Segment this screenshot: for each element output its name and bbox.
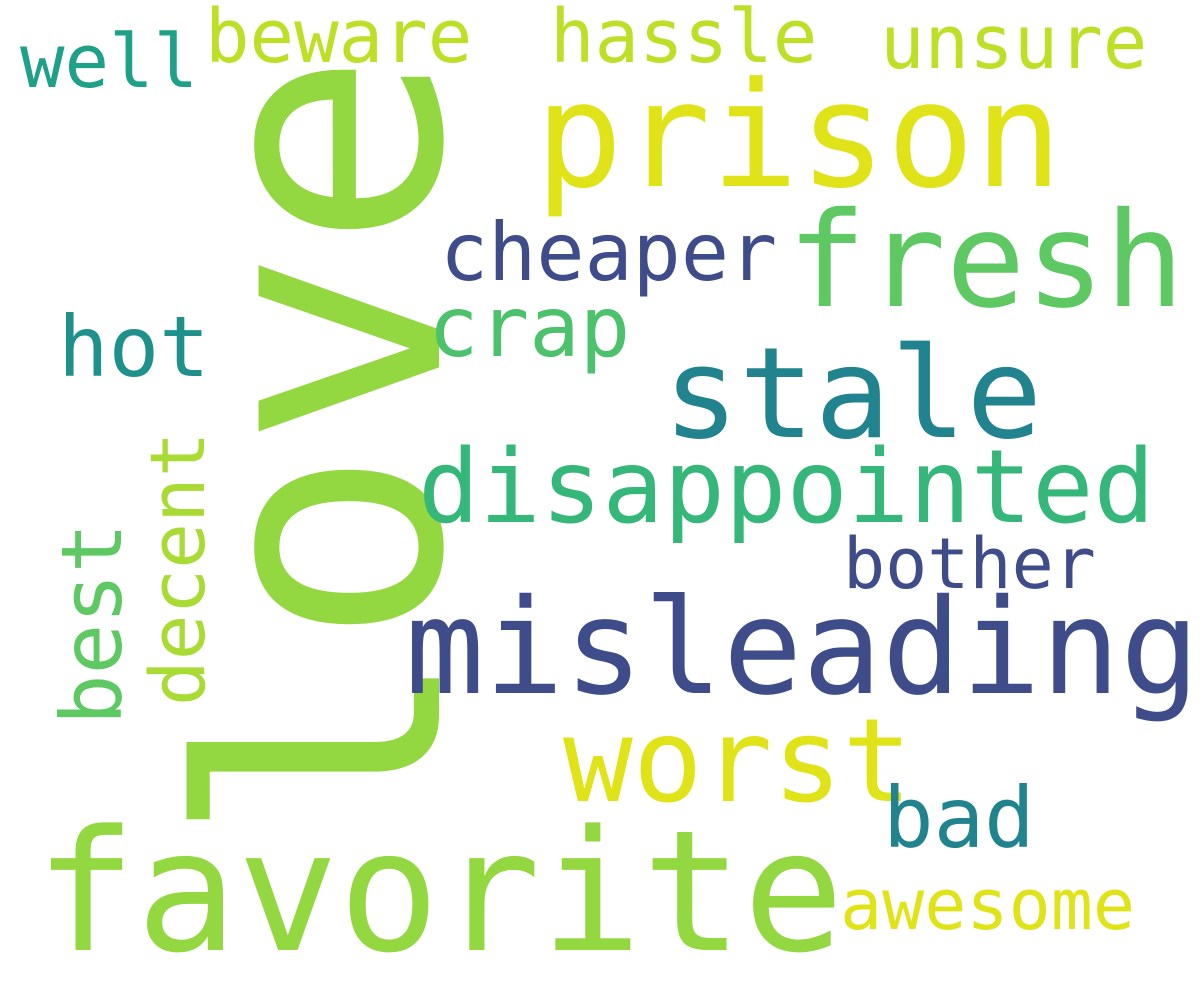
word-decent: decent — [133, 431, 222, 706]
word-bad: bad — [883, 769, 1035, 867]
word-crap: crap — [428, 278, 631, 376]
word-favorite: favorite — [35, 794, 845, 990]
word-stale: stale — [663, 320, 1043, 467]
word-disappointed: disappointed — [418, 428, 1155, 547]
word-cheaper: cheaper — [440, 206, 778, 299]
word-prison: prison — [535, 51, 1063, 221]
word-hot: hot — [58, 298, 210, 396]
word-best: best — [43, 522, 141, 725]
word-bother: bother — [843, 523, 1096, 605]
word-misleading: misleading — [405, 571, 1200, 725]
word-worst: worst — [563, 694, 913, 829]
word-awesome: awesome — [840, 864, 1136, 946]
word-fresh: fresh — [787, 184, 1185, 338]
word-beware: beware — [205, 0, 473, 80]
word-well: well — [20, 19, 199, 105]
word-hassle: hassle — [550, 0, 818, 80]
word-unsure: unsure — [880, 0, 1148, 86]
